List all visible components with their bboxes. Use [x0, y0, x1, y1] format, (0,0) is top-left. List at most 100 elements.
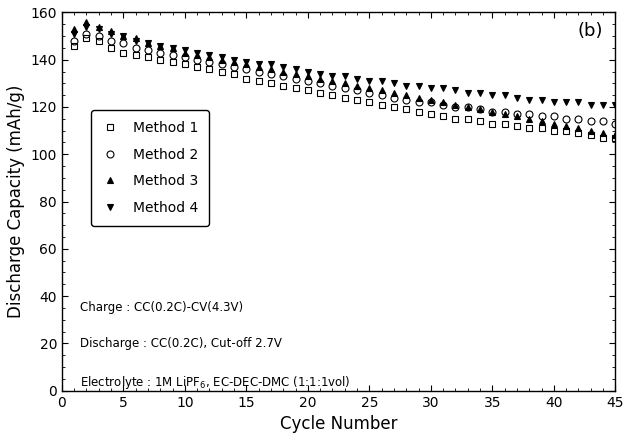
Method 2	[476, 107, 484, 112]
Method 1	[280, 83, 287, 88]
Y-axis label: Discharge Capacity (mAh/g): Discharge Capacity (mAh/g)	[7, 85, 25, 318]
Method 4	[230, 57, 238, 62]
Method 3	[341, 81, 348, 86]
Method 4	[156, 43, 164, 48]
Method 3	[144, 40, 151, 46]
Method 4	[464, 90, 471, 95]
Method 2	[316, 81, 324, 86]
Method 4	[403, 83, 410, 88]
Method 4	[611, 102, 619, 107]
Method 1	[242, 76, 250, 81]
Method 1	[550, 128, 558, 133]
Method 2	[513, 111, 521, 117]
Method 2	[230, 64, 238, 70]
Method 3	[526, 116, 533, 121]
Method 4	[71, 31, 78, 37]
Method 4	[119, 33, 127, 39]
Method 4	[341, 73, 348, 79]
Method 2	[304, 78, 312, 84]
Method 1	[95, 38, 103, 44]
Method 4	[168, 45, 176, 51]
Method 3	[452, 102, 459, 107]
Method 4	[476, 90, 484, 95]
Method 2	[71, 38, 78, 44]
Method 2	[132, 45, 139, 51]
Method 2	[365, 90, 373, 95]
Method 2	[119, 40, 127, 46]
Method 3	[280, 69, 287, 74]
Method 3	[538, 118, 545, 124]
Method 4	[267, 62, 274, 67]
Method 4	[329, 73, 336, 79]
Method 1	[206, 66, 213, 72]
Method 2	[587, 118, 594, 124]
Method 2	[562, 116, 570, 121]
Method 2	[427, 99, 435, 105]
Method 2	[403, 97, 410, 103]
Method 2	[550, 114, 558, 119]
Method 4	[390, 81, 398, 86]
Method 1	[119, 50, 127, 55]
Method 1	[562, 128, 570, 133]
Method 3	[292, 71, 299, 77]
Method 2	[341, 85, 348, 91]
Method 2	[415, 99, 422, 105]
Method 1	[83, 36, 90, 41]
Method 2	[464, 104, 471, 110]
Method 1	[267, 81, 274, 86]
Method 4	[83, 24, 90, 29]
Method 4	[255, 62, 262, 67]
Method 3	[501, 111, 509, 117]
Method 2	[255, 69, 262, 74]
Method 2	[218, 62, 225, 67]
Method 4	[550, 99, 558, 105]
Method 1	[230, 71, 238, 77]
Method 3	[353, 83, 361, 88]
Method 2	[390, 95, 398, 100]
Method 1	[181, 62, 189, 67]
Text: Charge : CC(0.2C)-CV(4.3V)

Discharge : CC(0.2C), Cut-off 2.7V

Electrolyte : 1M: Charge : CC(0.2C)-CV(4.3V) Discharge : C…	[80, 301, 351, 391]
Method 3	[168, 45, 176, 51]
Method 3	[562, 123, 570, 128]
Method 4	[599, 102, 607, 107]
Method 2	[267, 71, 274, 77]
Method 3	[378, 88, 386, 93]
Method 1	[107, 45, 115, 51]
Method 1	[156, 57, 164, 62]
Method 3	[83, 19, 90, 25]
Method 3	[427, 97, 435, 103]
Method 1	[255, 78, 262, 84]
Method 3	[267, 66, 274, 72]
Method 4	[526, 97, 533, 103]
Method 3	[329, 78, 336, 84]
Method 2	[181, 55, 189, 60]
Method 3	[464, 104, 471, 110]
Method 3	[71, 26, 78, 32]
Method 2	[575, 116, 582, 121]
Method 4	[144, 40, 151, 46]
Method 4	[378, 78, 386, 84]
Method 3	[242, 62, 250, 67]
Method 4	[181, 48, 189, 53]
Method 1	[599, 135, 607, 140]
Method 2	[599, 118, 607, 124]
Method 4	[488, 92, 496, 98]
Method 1	[329, 92, 336, 98]
Method 3	[390, 90, 398, 95]
Method 1	[304, 88, 312, 93]
Method 1	[132, 52, 139, 58]
Legend: Method 1, Method 2, Method 3, Method 4: Method 1, Method 2, Method 3, Method 4	[91, 110, 209, 226]
Method 3	[206, 55, 213, 60]
Method 4	[95, 26, 103, 32]
Method 4	[218, 55, 225, 60]
Method 3	[365, 85, 373, 91]
Method 2	[83, 31, 90, 37]
Method 2	[378, 92, 386, 98]
Method 3	[439, 99, 447, 105]
Line: Method 4: Method 4	[71, 23, 619, 108]
Method 4	[439, 85, 447, 91]
Method 1	[168, 59, 176, 65]
Method 4	[206, 52, 213, 58]
Method 1	[403, 107, 410, 112]
Method 3	[403, 92, 410, 98]
